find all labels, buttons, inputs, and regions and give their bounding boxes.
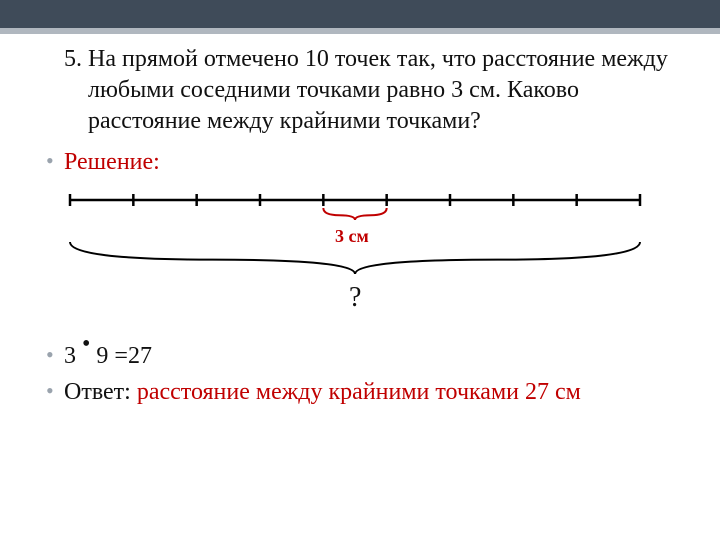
slide-content: 5. На прямой отмечено 10 точек так, что … xyxy=(0,34,720,409)
answer-line: Ответ: расстояние между крайними точками… xyxy=(64,376,680,408)
eq-left: 3 xyxy=(64,343,76,369)
problem-text: 5. На прямой отмечено 10 точек так, что … xyxy=(40,44,680,138)
solution-label: Решение: xyxy=(64,149,160,175)
equation-line: 3 • 9 =27 xyxy=(64,340,680,372)
diagram: 3 см ? xyxy=(40,182,680,332)
question-mark: ? xyxy=(349,282,361,314)
eq-operator: • xyxy=(82,340,90,350)
solution-line: Решение: xyxy=(64,146,680,178)
answer-prefix: Ответ: xyxy=(64,379,137,405)
body-list-2: 3 • 9 =27 Ответ: расстояние между крайни… xyxy=(40,340,680,409)
answer-text: расстояние между крайними точками 27 см xyxy=(137,379,581,405)
segment-label: 3 см xyxy=(335,226,369,247)
body-list: Решение: xyxy=(40,146,680,178)
eq-right: 9 =27 xyxy=(96,343,152,369)
title-bar xyxy=(0,0,720,34)
